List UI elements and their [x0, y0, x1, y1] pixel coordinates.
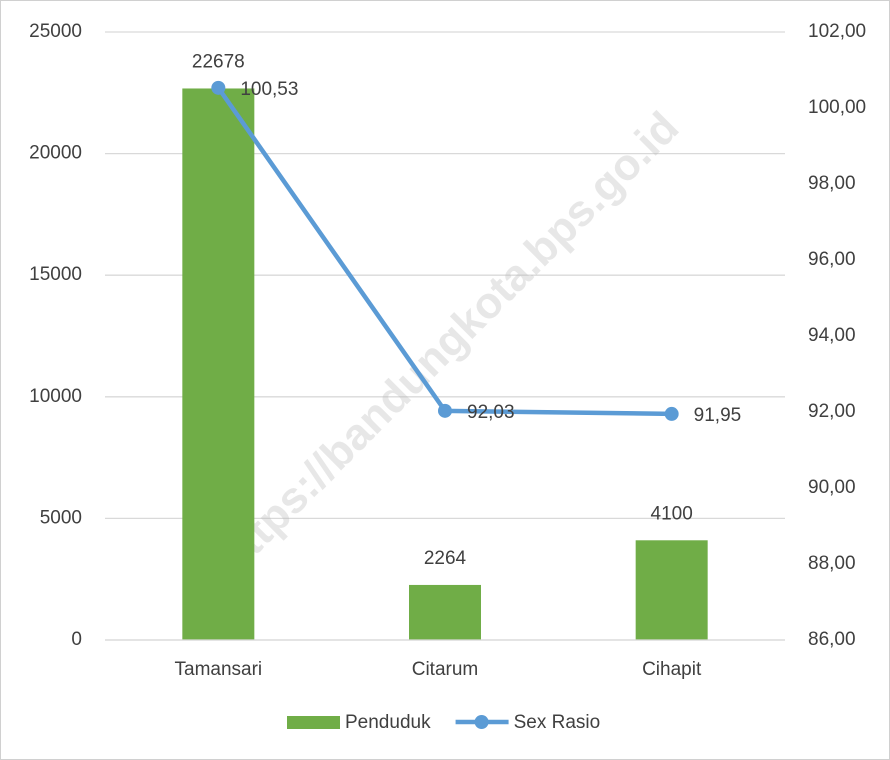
line-point [664, 406, 679, 421]
legend-label: Sex Rasio [514, 712, 601, 733]
line-value-label: 100,53 [240, 79, 298, 100]
line-value-label: 91,95 [694, 405, 742, 426]
y2-tick-label: 100,00 [808, 97, 866, 118]
y2-tick-label: 96,00 [808, 249, 856, 270]
line-point [211, 80, 226, 95]
y-tick-label: 0 [71, 629, 82, 650]
bar-value-label: 2264 [424, 548, 467, 569]
line-point [438, 403, 452, 418]
y2-tick-label: 88,00 [808, 553, 856, 574]
bar [409, 584, 481, 640]
bar [182, 88, 255, 640]
y-tick-label: 10000 [29, 386, 82, 407]
y2-tick-label: 98,00 [808, 173, 856, 194]
bar-value-label: 22678 [192, 51, 245, 72]
bar [635, 540, 708, 640]
y-tick-label: 20000 [29, 143, 82, 164]
legend-label: Penduduk [345, 712, 431, 733]
legend-swatch [287, 716, 340, 729]
y2-tick-label: 90,00 [808, 477, 856, 498]
legend-swatch-point [474, 715, 489, 729]
y2-tick-label: 102,00 [808, 21, 866, 42]
x-tick-label: Citarum [412, 659, 479, 680]
bar-value-label: 4100 [651, 503, 693, 524]
y-tick-label: 25000 [29, 21, 82, 42]
y2-tick-label: 94,00 [808, 325, 856, 346]
y-tick-label: 15000 [29, 264, 82, 285]
y2-tick-label: 86,00 [808, 629, 856, 650]
x-tick-label: Tamansari [175, 659, 263, 680]
line-value-label: 92,03 [467, 402, 515, 423]
y2-tick-label: 92,00 [808, 401, 856, 422]
y-tick-label: 5000 [40, 507, 82, 528]
x-tick-label: Cihapit [642, 659, 702, 680]
